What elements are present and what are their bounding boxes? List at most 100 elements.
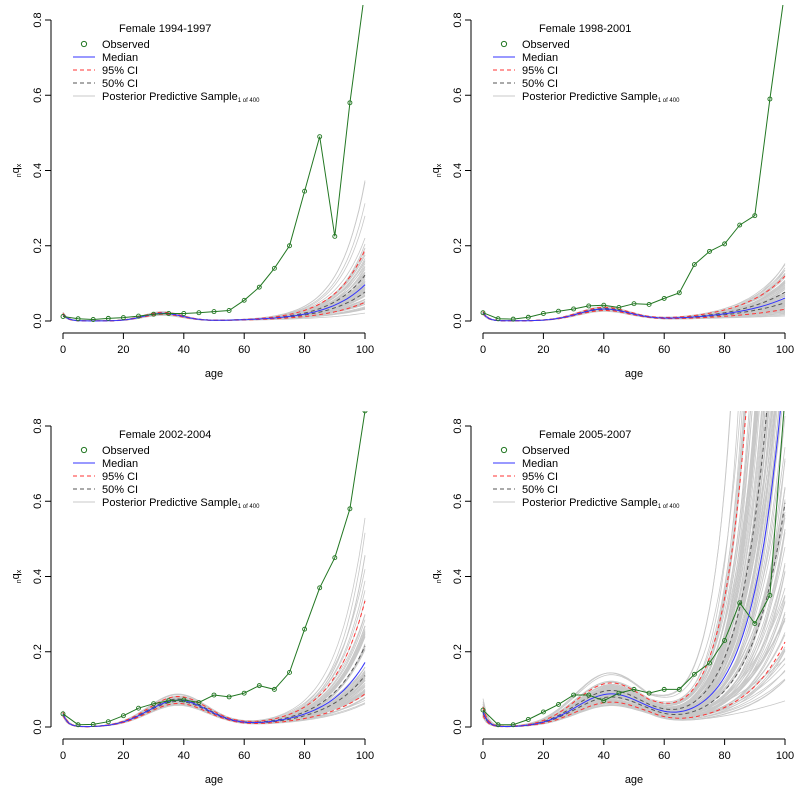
observed-point: [226, 308, 232, 313]
legend-title: Female 1998-2001: [539, 23, 631, 35]
observed-point: [105, 315, 111, 321]
legend-sample-label: Posterior Predictive Sample1 of 400: [102, 497, 260, 510]
median-line: [482, 411, 781, 727]
observed-point: [317, 134, 323, 140]
x-tick-label: 80: [298, 750, 310, 762]
median-line: [62, 662, 366, 728]
observed-point: [525, 314, 531, 320]
legend-median-label: Median: [102, 52, 138, 64]
y-tick-label: 0.2: [452, 644, 464, 659]
posterior-sample-line: [482, 411, 766, 727]
x-tick-label: 60: [658, 750, 670, 762]
x-tick-label: 80: [298, 344, 310, 356]
y-tick-label: 0.8: [32, 12, 44, 27]
y-tick-label: 0.0: [452, 313, 464, 328]
observed-point: [136, 705, 141, 711]
observed-point: [661, 686, 667, 692]
legend-median-label: Median: [522, 52, 558, 64]
x-tick-label: 0: [60, 344, 66, 356]
x-tick-label: 40: [598, 750, 610, 762]
y-tick-label: 0.2: [452, 238, 464, 253]
y-tick-label: 0.0: [452, 719, 464, 734]
observed-line: [482, 411, 785, 726]
legend-sample-label-main: Posterior Predictive Sample: [522, 91, 658, 103]
y-tick-label: 0.6: [32, 88, 44, 103]
observed-point: [540, 311, 546, 316]
observed-point: [661, 295, 667, 301]
legend-observed-symbol: [80, 446, 88, 454]
plot-area: [60, 411, 368, 728]
legend-observed-symbol: [80, 40, 88, 48]
observed-point: [571, 692, 577, 698]
legend-sample-label-main: Posterior Predictive Sample: [102, 497, 238, 509]
observed-point: [691, 671, 697, 677]
y-axis-label-subscript: x: [16, 569, 23, 573]
legend-sample-label-main: Posterior Predictive Sample: [102, 91, 238, 103]
observed-point: [196, 310, 202, 316]
observed-point: [510, 316, 516, 322]
y-axis-label-prefix: n: [16, 173, 23, 177]
observed-point: [211, 309, 217, 315]
x-tick-label: 0: [480, 344, 486, 356]
legend-sample-label-main: Posterior Predictive Sample: [522, 497, 658, 509]
chart-panel-female-2002-2004: 0 20 40 60 80 100 0.0 0.2 0.4 0.6 0.8 age nqx Female …: [10, 411, 374, 786]
y-axis-label-prefix: n: [16, 579, 23, 583]
observed-point: [271, 686, 277, 692]
y-axis-label-prefix: n: [436, 579, 443, 583]
observed-point: [480, 707, 486, 713]
x-tick-label: 20: [117, 750, 129, 762]
x-tick-label: 20: [537, 750, 549, 762]
observed-point: [332, 555, 338, 561]
legend-observed-label: Observed: [102, 445, 150, 457]
ci95-line: [482, 411, 747, 727]
ci50-line: [62, 675, 366, 728]
legend-title: Female 2005-2007: [539, 429, 631, 441]
observed-point: [90, 317, 96, 322]
observed-point: [75, 722, 81, 728]
y-tick-label: 0.6: [452, 88, 464, 103]
y-tick-label: 0.0: [32, 719, 44, 734]
legend-ci50-label: 50% CI: [102, 484, 138, 496]
observed-point: [60, 711, 66, 717]
legend-sample-label-suffix: 1 of 400: [658, 504, 680, 510]
x-tick-label: 100: [356, 750, 374, 762]
y-axis-label: nqx: [10, 569, 23, 583]
legend-sample-label-suffix: 1 of 400: [658, 98, 680, 104]
x-axis-label: age: [205, 774, 223, 786]
observed-point: [601, 302, 607, 308]
observed-point: [347, 100, 353, 106]
y-axis-label-prefix: n: [436, 173, 443, 177]
x-tick-label: 20: [117, 344, 129, 356]
legend-median-label: Median: [522, 458, 558, 470]
observed-point: [601, 698, 607, 704]
y-axis-label-subscript: x: [16, 163, 23, 167]
y-tick-label: 0.0: [32, 313, 44, 328]
legend-sample-label-suffix: 1 of 400: [238, 504, 260, 510]
observed-point: [783, 394, 787, 398]
y-tick-label: 0.8: [452, 12, 464, 27]
observed-point: [767, 96, 773, 102]
observed-point: [631, 301, 637, 307]
observed-point: [631, 686, 637, 692]
legend-sample-label: Posterior Predictive Sample1 of 400: [102, 91, 260, 104]
observed-point: [707, 660, 712, 666]
observed-point: [495, 722, 501, 728]
observed-point: [256, 683, 262, 689]
observed-point: [737, 222, 743, 228]
ci95-line: [482, 275, 786, 322]
x-tick-label: 80: [718, 344, 730, 356]
observed-point: [691, 262, 697, 268]
plot-area: [60, 5, 366, 322]
x-axis-label: age: [625, 368, 643, 380]
x-tick-label: 40: [598, 344, 610, 356]
y-axis-label: nqx: [430, 569, 443, 583]
median-line: [482, 297, 786, 322]
y-axis-label-main: q: [430, 573, 442, 579]
x-axis-label: age: [205, 368, 223, 380]
legend-observed-label: Observed: [522, 39, 570, 51]
observed-point: [571, 306, 577, 312]
observed-point: [181, 697, 187, 703]
observed-point: [586, 303, 592, 309]
x-tick-label: 80: [718, 750, 730, 762]
